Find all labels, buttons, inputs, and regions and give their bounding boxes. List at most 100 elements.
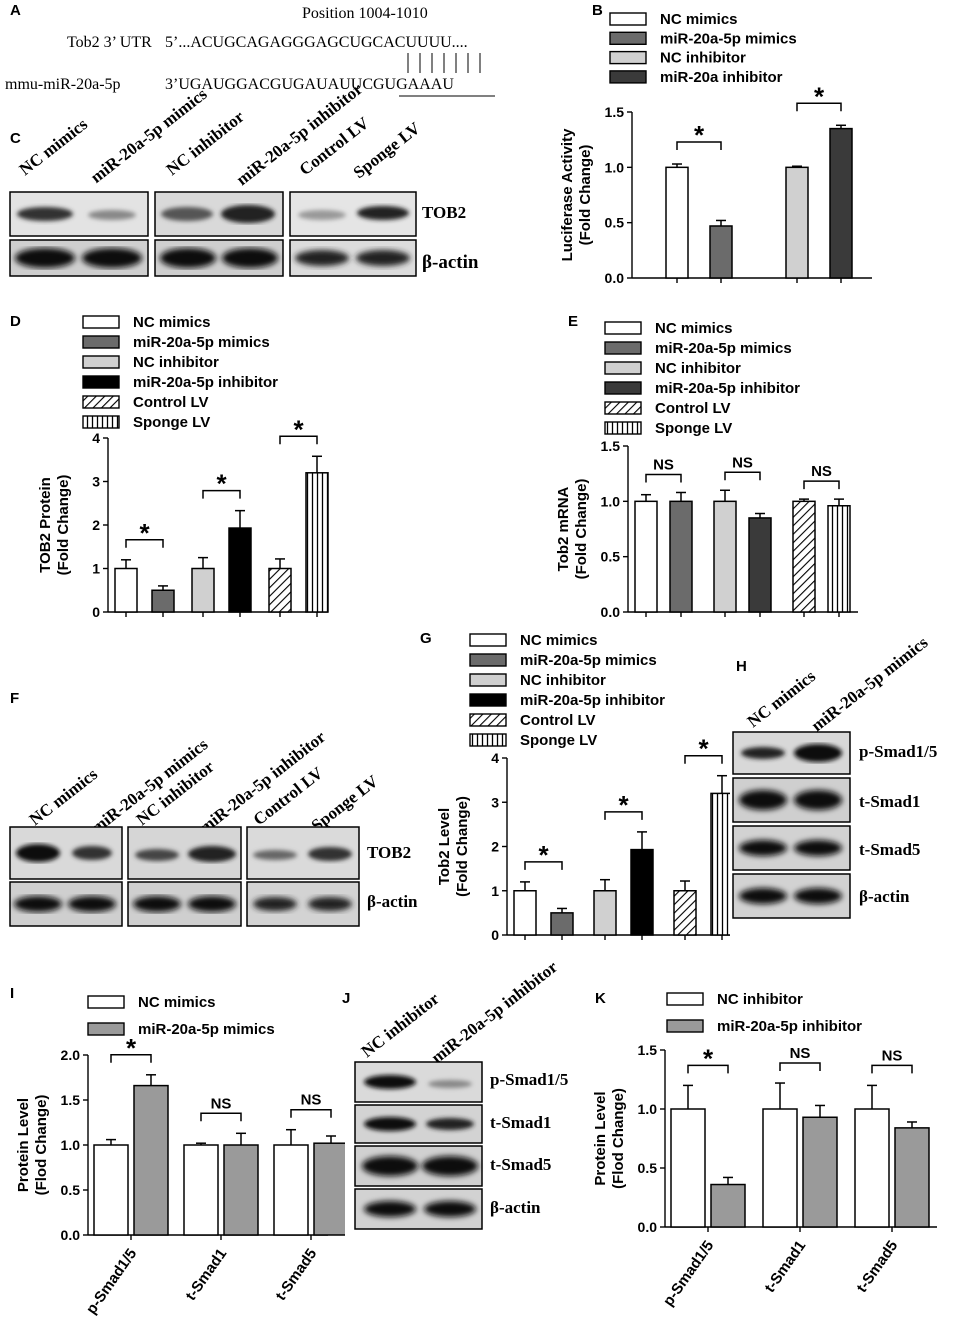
- y-axis-label: Luciferase Activity (Fold Change): [560, 128, 594, 261]
- bar: [634, 500, 658, 613]
- legend-label: Sponge LV: [520, 732, 597, 749]
- legend-label: NC inhibitor: [717, 991, 803, 1008]
- significance-bracket: [524, 861, 563, 870]
- bar: [802, 1116, 838, 1228]
- bar: [550, 912, 574, 936]
- panel-e-label: E: [568, 313, 579, 330]
- y-tick-label: 0: [92, 604, 100, 620]
- y-tick-label: 1: [92, 561, 100, 577]
- bar: [670, 1108, 706, 1228]
- y-tick-label: 4: [491, 750, 499, 766]
- bar: [228, 527, 252, 613]
- legend-label: NC mimics: [655, 320, 733, 337]
- y-tick-label: 1.0: [61, 1137, 81, 1153]
- significance-bracket: [803, 480, 840, 490]
- y-axis-label-line: (Flod Change): [610, 1088, 627, 1189]
- significance-bracket: [796, 102, 842, 112]
- legend-label: miR-20a inhibitor: [660, 69, 783, 86]
- tob2-utr-seq: 5’...ACUGCAGAGGGAGCUGCACUUUU....: [165, 34, 468, 51]
- significance-bracket: [645, 473, 682, 483]
- bar: [268, 567, 292, 613]
- significance-label: NS: [211, 1095, 232, 1112]
- legend-swatch: [604, 401, 642, 415]
- bar: [665, 166, 689, 279]
- bar: [223, 1144, 259, 1236]
- significance-bracket: [125, 539, 164, 548]
- bar: [785, 166, 809, 279]
- band-label: t-Smad1: [859, 792, 921, 811]
- y-axis-label-line: (Flod Change): [33, 1095, 50, 1196]
- y-axis-label-line: Protein Level: [15, 1098, 32, 1192]
- legend-swatch: [82, 315, 120, 329]
- legend-swatch: [609, 70, 647, 84]
- significance-bracket: [871, 1064, 913, 1074]
- tob2-utr-label: Tob2 3’ UTR: [67, 34, 152, 51]
- lane-label: miR-20a-5p mimics: [86, 84, 211, 187]
- significance-bracket: [684, 754, 723, 764]
- panel-f-label: F: [10, 690, 20, 707]
- band-label: t-Smad1: [490, 1113, 552, 1132]
- significance-label: NS: [790, 1045, 811, 1062]
- bar: [93, 1144, 129, 1236]
- band-label: β-actin: [367, 892, 418, 911]
- legend-label: miR-20a-5p inhibitor: [717, 1018, 862, 1035]
- lane-label: miR-20a-5p inhibitor: [427, 957, 562, 1068]
- significance-label: *: [126, 1033, 137, 1063]
- panel-b-label: B: [592, 2, 603, 19]
- legend-label: miR-20a-5p mimics: [138, 1021, 275, 1038]
- legend-label: Control LV: [655, 400, 731, 417]
- legend-label: Control LV: [520, 712, 596, 729]
- legend-swatch: [469, 633, 507, 647]
- bar: [829, 127, 853, 279]
- base-pair-lines: [399, 53, 495, 97]
- legend-swatch: [666, 992, 704, 1006]
- y-tick-label: 2: [92, 517, 100, 533]
- bar: [673, 890, 697, 936]
- y-axis-label: Tob2 Level (Fold Change): [436, 796, 471, 897]
- y-axis-label-line: Protein Level: [592, 1091, 609, 1185]
- significance-label: *: [698, 734, 709, 764]
- bar: [593, 890, 617, 936]
- significance-bracket: [202, 489, 241, 499]
- significance-bracket: [676, 141, 722, 151]
- bar: [792, 500, 816, 613]
- legend-label: miR-20a-5p mimics: [655, 340, 792, 357]
- legend-swatch: [609, 31, 647, 45]
- significance-bracket: [110, 1054, 152, 1063]
- y-tick-label: 0.5: [638, 1160, 658, 1176]
- significance-label: *: [814, 81, 825, 111]
- y-tick-label: 3: [491, 794, 499, 810]
- legend-swatch: [604, 421, 642, 435]
- chart-panel-k: NC inhibitor miR-20a-5p inhibitor 0.0 0.5 1.…: [592, 991, 937, 1309]
- chart-panel-b: NC mimics miR-20a-5p mimics NC inhibitor mi…: [560, 11, 872, 286]
- legend-label: NC inhibitor: [660, 50, 746, 67]
- legend-swatch: [604, 361, 642, 375]
- significance-label: *: [293, 414, 304, 444]
- legend-label: NC mimics: [138, 994, 216, 1011]
- legend-swatch: [82, 335, 120, 349]
- y-tick-label: 0: [491, 927, 499, 943]
- significance-label: NS: [811, 463, 832, 480]
- y-axis-label: TOB2 Protein (Fold Change): [37, 475, 72, 576]
- bar: [513, 890, 537, 936]
- significance-bracket: [724, 471, 761, 481]
- significance-label: *: [694, 120, 705, 150]
- significance-label: NS: [732, 454, 753, 471]
- panel-d-label: D: [10, 313, 21, 330]
- band-label: β-actin: [422, 252, 479, 273]
- y-tick-label: 2: [491, 839, 499, 855]
- panel-c-label: C: [10, 130, 21, 147]
- y-axis-label-line: Luciferase Activity: [560, 128, 576, 261]
- significance-label: *: [139, 518, 150, 548]
- y-tick-label: 4: [92, 430, 100, 446]
- significance-label: NS: [882, 1047, 903, 1064]
- bar: [709, 225, 733, 279]
- legend-swatch: [666, 1019, 704, 1033]
- x-tick-label: t-Smad5: [853, 1238, 901, 1296]
- y-axis-label-line: (Fold Change): [577, 145, 594, 246]
- bar: [273, 1144, 309, 1236]
- legend-label: miR-20a-5p mimics: [133, 334, 270, 351]
- mirna-seq: 3’UGAUGGACGUGAUAUUCGUGAAAU: [165, 76, 454, 93]
- x-tick-label: t-Smad5: [272, 1246, 320, 1304]
- legend-label: Sponge LV: [133, 414, 210, 431]
